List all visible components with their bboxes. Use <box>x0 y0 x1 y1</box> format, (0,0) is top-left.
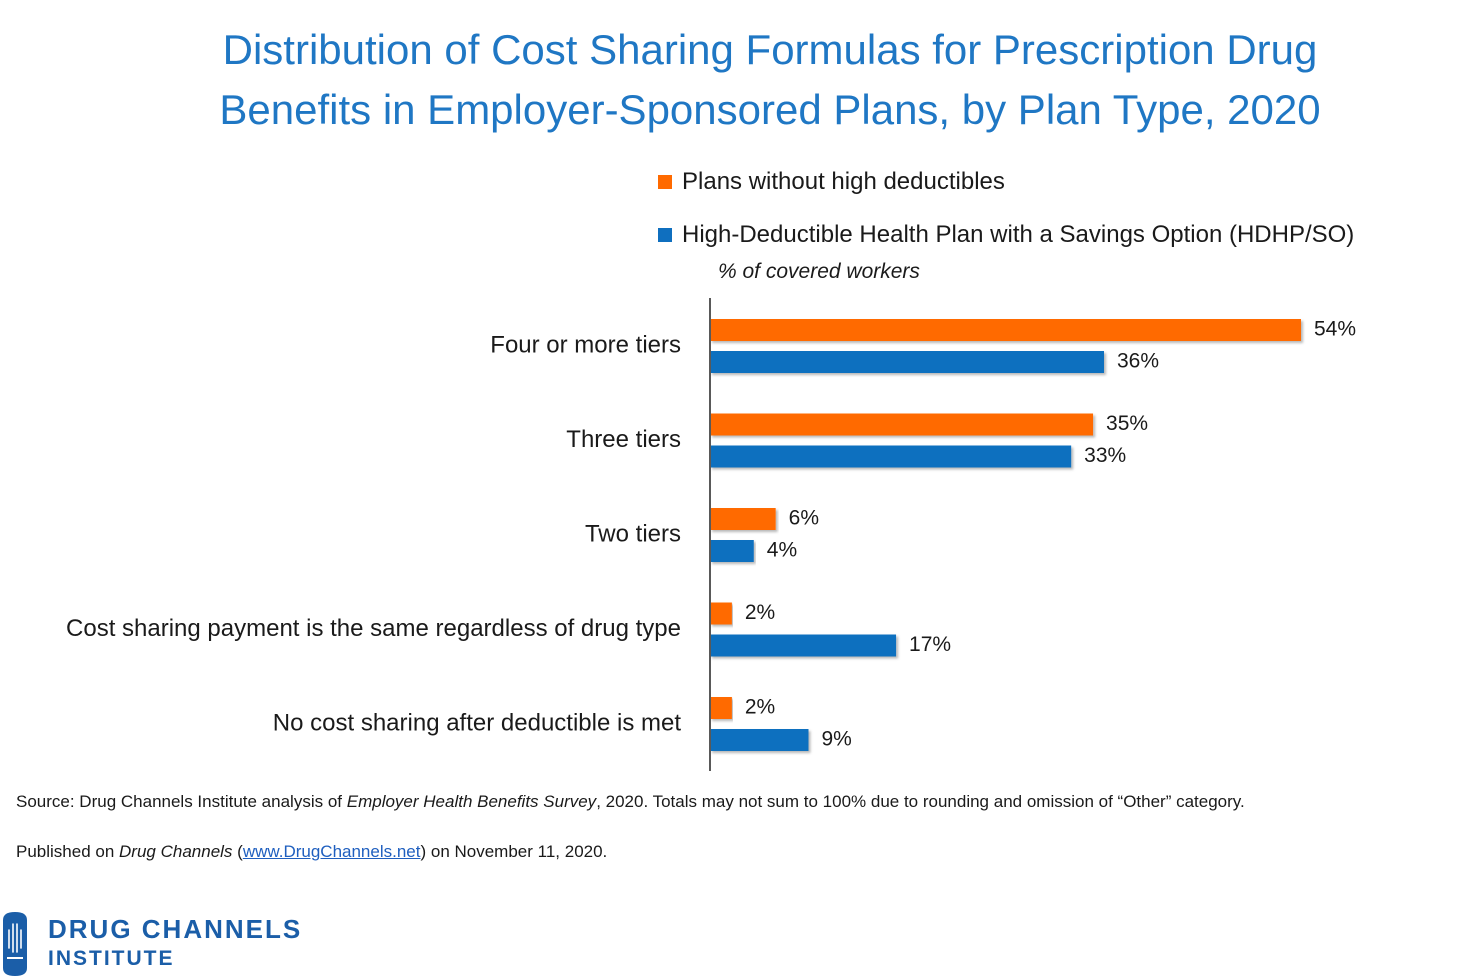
data-label-hdhp-so: 36% <box>1117 350 1159 373</box>
data-label-hdhp-so: 17% <box>909 633 951 656</box>
bar-chart: Four or more tiers 54% 36% Three tiers 35% 33… <box>66 298 1356 771</box>
data-label-plans-without-high-deductibles: 6% <box>789 507 819 530</box>
data-label-plans-without-high-deductibles: 35% <box>1106 412 1148 435</box>
bar-plans-without-high-deductibles <box>710 602 732 625</box>
data-label-plans-without-high-deductibles: 54% <box>1314 318 1356 341</box>
data-label-hdhp-so: 4% <box>767 539 797 562</box>
bar-hdhp-so <box>710 445 1072 468</box>
logo-icon <box>3 912 27 976</box>
legend-item-series-a: Plans without high deductibles <box>658 168 1005 196</box>
legend-label-series-a: Plans without high deductibles <box>682 168 1005 195</box>
category-label: No cost sharing after deductible is met <box>273 709 682 736</box>
title-line-1: Distribution of Cost Sharing Formulas fo… <box>222 26 1318 73</box>
bar-plans-without-high-deductibles <box>710 413 1094 436</box>
bar-hdhp-so <box>710 729 809 751</box>
drug-channels-logo: DRUG CHANNELS INSTITUTE <box>0 908 302 978</box>
category-label: Three tiers <box>566 426 681 453</box>
published-blog-name: Drug Channels <box>119 842 233 861</box>
bar-plans-without-high-deductibles <box>710 697 732 719</box>
axis-unit-note: % of covered workers <box>718 260 920 283</box>
source-note: Source: Drug Channels Institute analysis… <box>16 792 1245 812</box>
drugchannels-link[interactable]: www.DrugChannels.net <box>242 842 421 861</box>
bar-hdhp-so <box>710 351 1104 373</box>
data-label-plans-without-high-deductibles: 2% <box>745 601 775 624</box>
chart-title: Distribution of Cost Sharing Formulas fo… <box>120 20 1420 140</box>
source-suffix: , 2020. Totals may not sum to 100% due t… <box>596 792 1245 811</box>
category-label: Cost sharing payment is the same regardl… <box>66 615 681 642</box>
data-label-hdhp-so: 9% <box>822 728 852 751</box>
category-label: Four or more tiers <box>490 331 681 358</box>
legend-swatch-orange <box>658 175 672 189</box>
bar-hdhp-so <box>710 634 897 657</box>
source-prefix: Source: Drug Channels Institute analysis… <box>16 792 347 811</box>
logo-text-line-1: DRUG CHANNELS <box>48 914 303 944</box>
data-label-plans-without-high-deductibles: 2% <box>745 696 775 719</box>
legend-item-series-b: High-Deductible Health Plan with a Savin… <box>658 221 1354 249</box>
bar-plans-without-high-deductibles <box>710 319 1301 341</box>
published-prefix: Published on <box>16 842 120 861</box>
source-survey-name: Employer Health Benefits Survey <box>346 792 597 811</box>
category-label: Two tiers <box>585 520 681 547</box>
bar-hdhp-so <box>710 540 754 562</box>
published-paren: ( <box>232 842 243 861</box>
bar-plans-without-high-deductibles <box>710 508 776 530</box>
data-label-hdhp-so: 33% <box>1084 444 1126 467</box>
published-note: Published on Drug Channels (www.DrugChan… <box>16 842 607 862</box>
legend-label-series-b: High-Deductible Health Plan with a Savin… <box>682 221 1355 248</box>
logo-text-line-2: INSTITUTE <box>48 947 175 970</box>
published-suffix: ) on November 11, 2020. <box>420 842 608 861</box>
title-line-2: Benefits in Employer-Sponsored Plans, by… <box>219 86 1321 133</box>
legend-swatch-blue <box>658 228 672 242</box>
